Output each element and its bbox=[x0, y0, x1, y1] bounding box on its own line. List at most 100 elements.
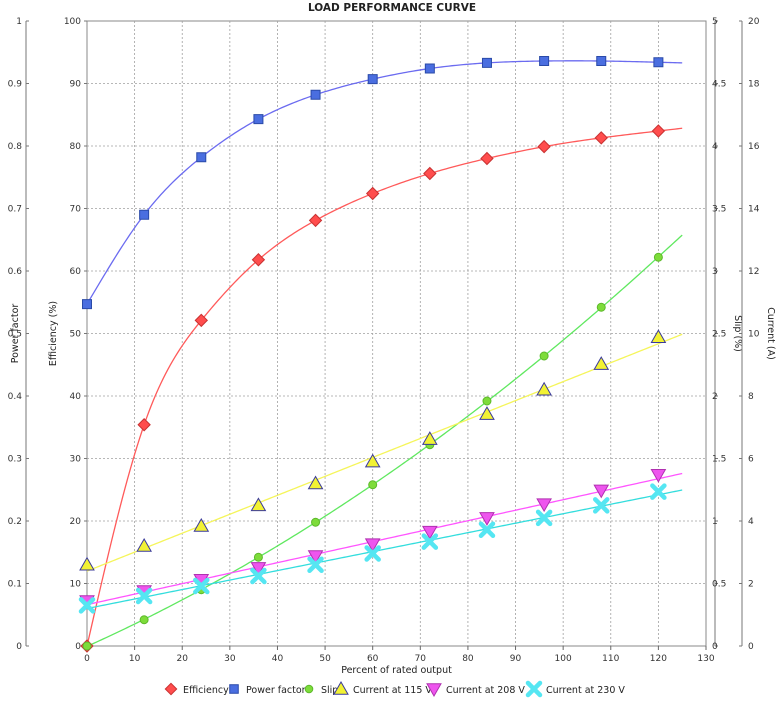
efficiency-marker bbox=[480, 151, 494, 166]
current-115v-marker bbox=[193, 517, 210, 532]
power-factor-curve bbox=[86, 60, 683, 305]
efficiency-tick-label: 30 bbox=[70, 455, 82, 465]
efficiency-marker bbox=[137, 418, 151, 432]
current-230v-marker bbox=[650, 483, 667, 500]
current-208v-marker bbox=[479, 512, 495, 526]
current-115v-marker bbox=[250, 497, 267, 512]
current-115v-marker bbox=[136, 537, 153, 552]
efficiency-curve bbox=[86, 127, 683, 647]
chart-title: LOAD PERFORMANCE CURVE bbox=[308, 2, 476, 14]
slip-marker bbox=[311, 517, 321, 527]
power-factor-marker bbox=[229, 684, 239, 694]
slip-tick-label: 5 bbox=[712, 17, 718, 27]
x-tick-label: 10 bbox=[129, 654, 141, 664]
current-at-115-v-curve bbox=[86, 333, 683, 572]
current-115v-marker bbox=[333, 680, 349, 695]
current-tick-label: 2 bbox=[748, 580, 754, 590]
legend-label: Efficiency bbox=[183, 685, 229, 696]
slip-tick-label: 3.5 bbox=[712, 205, 726, 215]
current-208v-marker bbox=[536, 498, 552, 513]
efficiency-marker bbox=[308, 213, 323, 228]
efficiency-marker bbox=[423, 166, 437, 181]
slip-marker bbox=[596, 302, 606, 312]
current-230v-marker bbox=[525, 680, 543, 698]
x-axis-title: Percent of rated output bbox=[341, 665, 452, 676]
current-tick-label: 16 bbox=[748, 142, 760, 152]
power-factor-tick-label: 0.7 bbox=[8, 205, 22, 215]
efficiency-tick-label: 100 bbox=[64, 17, 81, 27]
slip-axis-title: Slip (%) bbox=[732, 315, 743, 352]
efficiency-tick-label: 0 bbox=[75, 642, 81, 652]
current-230v-marker bbox=[478, 521, 496, 538]
power-factor-marker bbox=[367, 74, 378, 85]
slip-tick-label: 1 bbox=[712, 517, 718, 527]
efficiency-tick-label: 50 bbox=[70, 330, 82, 340]
power-factor-marker bbox=[653, 57, 664, 68]
x-tick-label: 110 bbox=[602, 654, 619, 664]
current-at-230-v-curve bbox=[86, 489, 683, 610]
grid bbox=[86, 20, 707, 647]
legend-label: Power factor bbox=[246, 685, 306, 696]
power-factor-tick-label: 0.5 bbox=[8, 330, 22, 340]
slip-marker bbox=[304, 684, 314, 694]
power-factor-marker bbox=[310, 89, 321, 100]
current-115v-marker bbox=[479, 406, 495, 420]
legend-item-current-at-230-v: Current at 230 V bbox=[525, 680, 625, 698]
efficiency-marker bbox=[651, 124, 666, 138]
x-tick-label: 30 bbox=[224, 654, 236, 664]
x-tick-label: 60 bbox=[367, 654, 379, 664]
current-208v-marker bbox=[307, 550, 324, 565]
current-208v-marker bbox=[593, 484, 610, 499]
current-230v-marker bbox=[535, 509, 553, 527]
efficiency-marker bbox=[537, 139, 551, 154]
power-factor-marker bbox=[481, 57, 492, 68]
efficiency-tick-label: 80 bbox=[70, 142, 82, 152]
current-115v-marker bbox=[421, 431, 438, 445]
efficiency-axis-title: Efficiency (%) bbox=[48, 301, 59, 366]
current-tick-label: 20 bbox=[748, 17, 760, 27]
efficiency-marker bbox=[594, 131, 608, 145]
power-factor-marker bbox=[253, 114, 264, 125]
current-115v-marker bbox=[593, 356, 610, 370]
power-factor-axis-title: Power factor bbox=[10, 304, 21, 364]
efficiency-tick-label: 90 bbox=[70, 80, 82, 90]
slip-marker bbox=[653, 252, 663, 262]
data-markers bbox=[78, 56, 667, 653]
efficiency-marker bbox=[164, 682, 178, 696]
x-tick-label: 100 bbox=[555, 654, 572, 664]
legend-label: Current at 230 V bbox=[546, 685, 625, 696]
current-tick-label: 4 bbox=[748, 517, 754, 527]
current-230v-marker bbox=[592, 497, 610, 514]
legend-item-current-at-115-v: Current at 115 V bbox=[333, 680, 432, 696]
slip-curve bbox=[86, 234, 683, 647]
current-208v-marker bbox=[650, 469, 667, 483]
power-factor-tick-label: 0 bbox=[16, 642, 22, 652]
current-230v-marker bbox=[193, 577, 210, 595]
current-tick-label: 14 bbox=[748, 205, 760, 215]
current-230v-marker bbox=[135, 587, 153, 605]
legend-label: Slip bbox=[321, 685, 338, 696]
slip-tick-label: 4 bbox=[712, 142, 718, 152]
current-tick-label: 6 bbox=[748, 455, 754, 465]
efficiency-tick-label: 60 bbox=[70, 267, 82, 277]
current-230v-marker bbox=[307, 556, 324, 573]
x-tick-label: 40 bbox=[272, 654, 284, 664]
current-208v-marker bbox=[250, 562, 267, 576]
current-tick-label: 8 bbox=[748, 392, 754, 402]
current-115v-marker bbox=[364, 453, 381, 468]
slip-tick-label: 4.5 bbox=[712, 80, 726, 90]
current-at-208-v-curve bbox=[86, 472, 683, 606]
legend-item-efficiency: Efficiency bbox=[164, 682, 229, 696]
current-tick-label: 0 bbox=[748, 642, 754, 652]
power-factor-tick-label: 0.2 bbox=[8, 517, 22, 527]
current-230v-marker bbox=[250, 567, 267, 585]
x-tick-label: 50 bbox=[319, 654, 331, 664]
power-factor-marker bbox=[196, 152, 207, 163]
current-tick-label: 12 bbox=[748, 267, 759, 277]
power-factor-tick-label: 1 bbox=[16, 17, 22, 27]
current-115v-marker bbox=[650, 329, 667, 343]
power-factor-tick-label: 0.6 bbox=[8, 267, 23, 277]
